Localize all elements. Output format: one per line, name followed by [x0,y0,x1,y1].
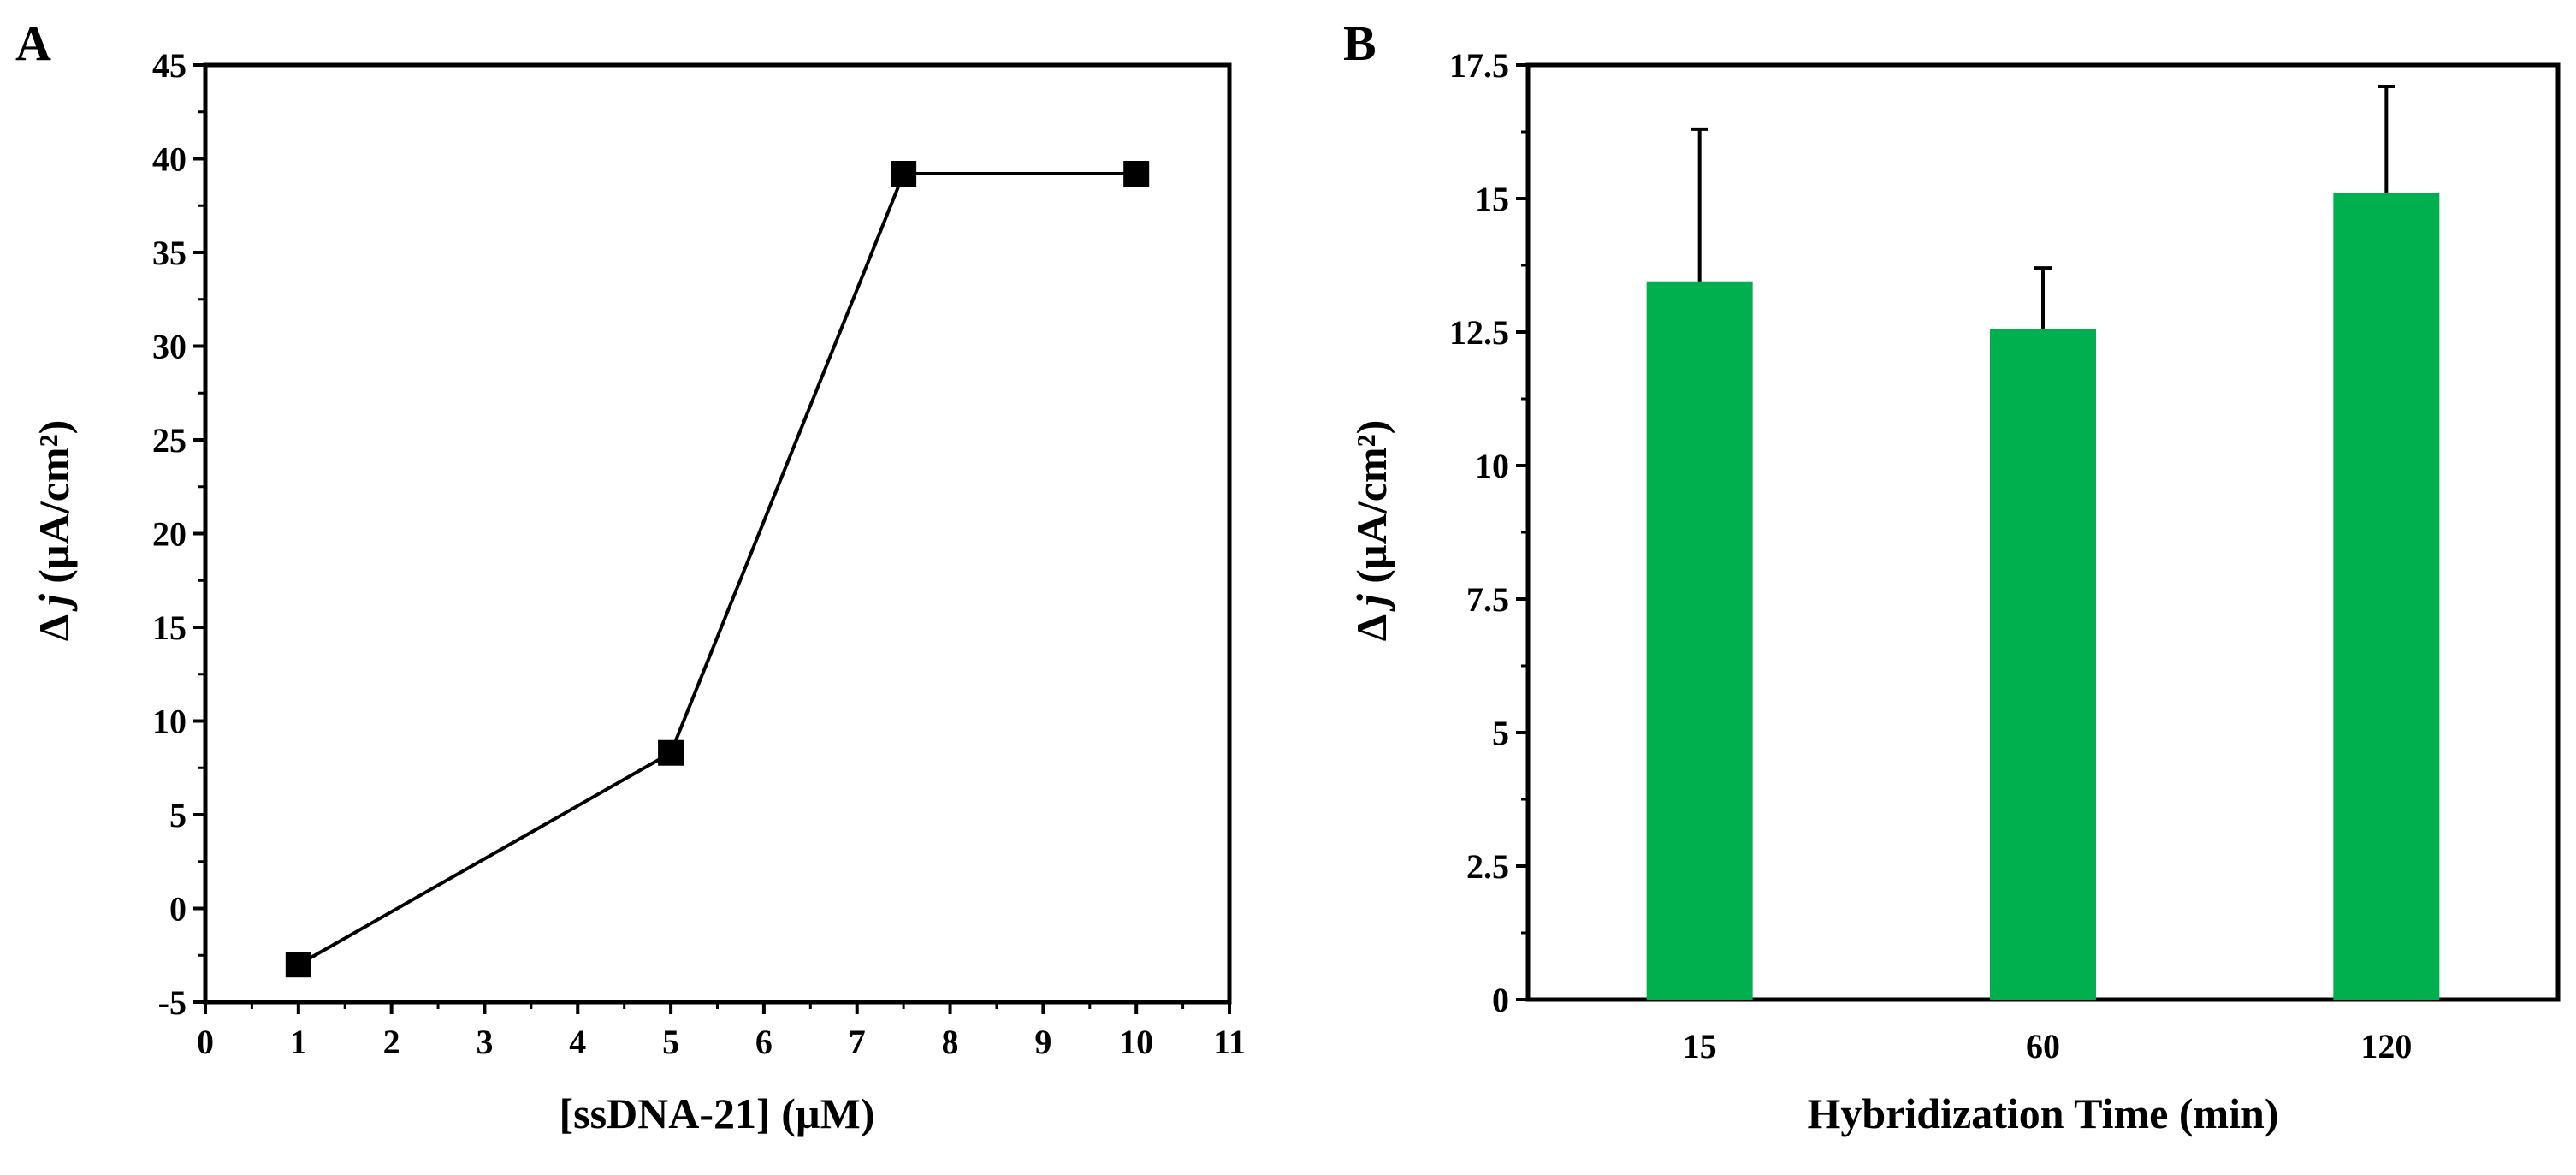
panel-b-y-tick-label: 15 [1475,180,1509,218]
panel-a-y-axis-label: Δ j (µA/cm²) [30,420,78,641]
panel-a-x-tick-label: 10 [1119,1023,1153,1061]
panel-b-y-axis-label: Δ j (µA/cm²) [1347,420,1395,641]
panel-b-y-ticks: 0 2.5 5 7.5 10 12.5 15 17.5 [1449,46,1528,1019]
panel-a-x-tick-label: 3 [476,1023,493,1061]
panel-b-bar [1646,281,1753,1000]
panel-a-y-tick-label: 25 [152,421,187,460]
panel-a-y-tick-label: 40 [152,140,187,179]
panel-a-x-tick-label: 0 [197,1023,214,1061]
panel-a-y-tick-label: 30 [152,328,187,366]
panel-b-bar [2333,193,2440,1000]
panel-b-x-axis-label: Hybridization Time (min) [1808,1089,2279,1137]
panel-a-x-tick-label: 2 [383,1023,400,1061]
panel-a-data-point [285,952,311,978]
panel-a-x-axis-label: [ssDNA-21] (µM) [560,1089,875,1137]
panel-b-bars [1646,84,2440,1000]
panel-a-series-line [297,172,1137,966]
panel-b-x-tick-label: 60 [2026,1027,2060,1065]
panel-a-y-tick-label: 5 [169,796,187,834]
panel-a-x-tick-label: 6 [755,1023,773,1061]
panel-a-x-tick-label: 9 [1034,1023,1051,1061]
panel-a-x-tick-label: 1 [290,1023,307,1061]
panel-a-x-ticks: 0 1 2 3 4 5 6 7 8 9 10 11 [197,1002,1246,1061]
panel-a-letter: A [15,15,51,71]
panel-a-y-tick-label: 0 [169,890,187,929]
panel-a-y-tick-label: -5 [158,983,187,1022]
panel-b-bar [1990,329,2096,1000]
panel-a-y-ticks: -5 0 5 10 15 20 25 30 35 40 45 [152,46,205,1022]
panel-b-y-tick-label: 10 [1475,447,1509,485]
panel-b: B 0 2.5 5 7.5 10 12.5 15 17.5 15 60 120 Δ j (µA/c… [1343,15,2561,1137]
panel-b-x-tick-label: 15 [1683,1027,1717,1065]
panel-a-y-tick-label: 10 [152,703,187,741]
panel-a-x-tick-label: 11 [1213,1023,1246,1061]
panel-b-y-tick-label: 0 [1492,981,1509,1019]
panel-b-x-tick-label: 120 [2360,1027,2412,1065]
panel-a-x-tick-label: 7 [849,1023,866,1061]
panel-a-x-tick-label: 5 [662,1023,679,1061]
panel-a-data-point [891,161,917,187]
panel-a-y-tick-label: 45 [152,46,187,85]
panel-b-letter: B [1343,15,1377,71]
panel-a-x-tick-label: 8 [942,1023,959,1061]
panel-a-data-point [658,739,684,766]
panel-a-y-tick-label: 15 [152,608,187,647]
panel-b-y-tick-label: 12.5 [1449,313,1509,352]
panel-a-y-tick-label: 20 [152,515,187,554]
panel-b-x-tick-labels: 15 60 120 [1683,1027,2413,1065]
panel-b-y-tick-label: 2.5 [1466,847,1509,886]
panel-b-y-tick-label: 7.5 [1466,580,1509,619]
panel-b-y-tick-label: 5 [1492,714,1509,752]
panel-a-plot-frame [203,62,1232,1005]
panel-a-y-tick-label: 35 [152,234,187,272]
panel-a-data-point [1123,161,1150,187]
panel-a-data-series [285,161,1150,978]
panel-b-y-tick-label: 17.5 [1449,46,1509,85]
panel-a-x-tick-label: 4 [569,1023,586,1061]
